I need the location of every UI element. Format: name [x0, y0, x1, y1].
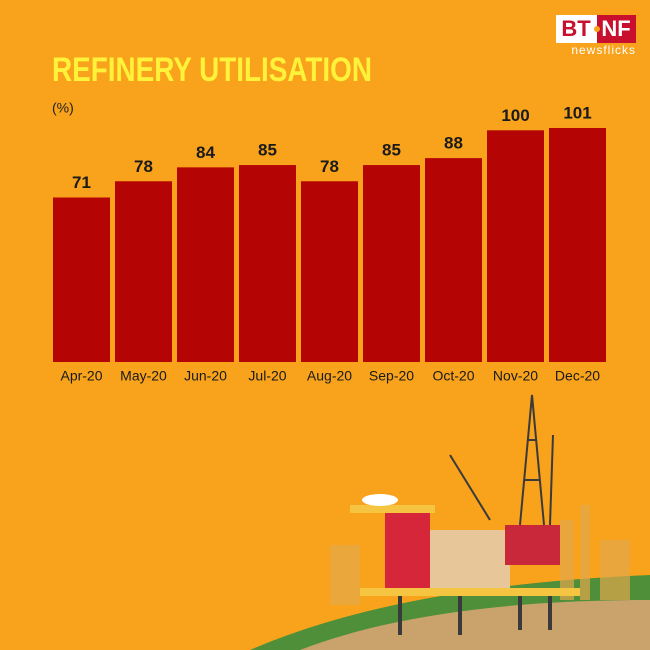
x-tick-label: Apr-20 — [60, 368, 102, 384]
bar — [177, 167, 234, 362]
bar — [549, 127, 606, 362]
x-tick-label: Dec-20 — [555, 368, 600, 384]
x-tick-label: Jul-20 — [248, 368, 286, 384]
bar — [425, 158, 482, 362]
x-tick-label: May-20 — [120, 368, 167, 384]
x-tick-label: Oct-20 — [432, 368, 474, 384]
logo-left: BT — [561, 16, 591, 41]
value-label: 84 — [196, 143, 215, 162]
chart-subtitle: (%) — [52, 100, 74, 116]
value-label: 100 — [501, 106, 529, 125]
logo-box-right — [597, 15, 636, 43]
logo-dot — [594, 26, 600, 32]
x-tick-label: Jun-20 — [184, 368, 227, 384]
value-label: 78 — [134, 157, 153, 176]
value-label: 78 — [320, 157, 339, 176]
chart-title: REFINERY UTILISATION — [52, 50, 372, 88]
value-label: 71 — [72, 173, 91, 192]
x-tick-label: Aug-20 — [307, 368, 352, 384]
x-tick-label: Sep-20 — [369, 368, 414, 384]
bar — [239, 165, 296, 362]
illustration — [250, 394, 650, 650]
x-tick-label: Nov-20 — [493, 368, 538, 384]
bar — [53, 197, 110, 362]
value-label: 85 — [258, 141, 277, 160]
bar — [487, 130, 544, 362]
bar — [115, 181, 172, 362]
logo-right: NF — [601, 16, 630, 41]
value-label: 101 — [563, 103, 591, 122]
bar — [363, 165, 420, 362]
logo-tagline: newsflicks — [571, 43, 636, 57]
bar — [301, 181, 358, 362]
value-label: 88 — [444, 134, 463, 153]
value-label: 85 — [382, 141, 401, 160]
